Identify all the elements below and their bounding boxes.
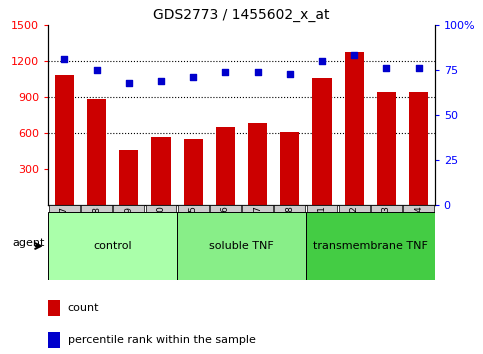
Text: percentile rank within the sample: percentile rank within the sample: [68, 335, 256, 345]
Bar: [280, 132, 299, 205]
Text: GSM101405: GSM101405: [189, 206, 198, 261]
Bar: [55, 75, 74, 205]
Bar: [377, 92, 396, 205]
Bar: [409, 92, 428, 205]
Point: [157, 78, 165, 84]
Bar: [344, 52, 364, 205]
Title: GDS2773 / 1455602_x_at: GDS2773 / 1455602_x_at: [153, 8, 330, 22]
Point: [254, 69, 261, 75]
Text: agent: agent: [12, 238, 44, 248]
Bar: [151, 137, 170, 205]
Text: soluble TNF: soluble TNF: [209, 241, 274, 251]
Text: count: count: [68, 303, 99, 313]
Text: GSM101399: GSM101399: [124, 206, 133, 261]
FancyBboxPatch shape: [114, 205, 144, 212]
Bar: [313, 78, 332, 205]
Point: [222, 69, 229, 75]
Bar: [48, 332, 60, 348]
Point: [350, 53, 358, 58]
Bar: [248, 124, 267, 205]
Bar: [87, 99, 106, 205]
Point: [318, 58, 326, 64]
FancyBboxPatch shape: [274, 205, 305, 212]
Text: transmembrane TNF: transmembrane TNF: [313, 241, 428, 251]
Text: GSM101404: GSM101404: [414, 206, 423, 260]
FancyBboxPatch shape: [306, 212, 435, 280]
Text: GSM101402: GSM101402: [350, 206, 359, 260]
Bar: [119, 150, 139, 205]
FancyBboxPatch shape: [210, 205, 241, 212]
Text: GSM101403: GSM101403: [382, 206, 391, 261]
FancyBboxPatch shape: [371, 205, 402, 212]
FancyBboxPatch shape: [307, 205, 338, 212]
Text: GSM101398: GSM101398: [92, 206, 101, 261]
FancyBboxPatch shape: [48, 212, 177, 280]
Point: [383, 65, 390, 71]
FancyBboxPatch shape: [178, 205, 209, 212]
Point: [125, 80, 133, 85]
FancyBboxPatch shape: [81, 205, 112, 212]
Point: [286, 71, 294, 76]
Text: GSM101401: GSM101401: [317, 206, 327, 261]
FancyBboxPatch shape: [177, 212, 306, 280]
Point: [60, 56, 68, 62]
FancyBboxPatch shape: [242, 205, 273, 212]
Bar: [184, 138, 203, 205]
Text: GSM101408: GSM101408: [285, 206, 294, 261]
Text: control: control: [93, 241, 132, 251]
Point: [415, 65, 423, 71]
Point: [93, 67, 100, 73]
Text: GSM101400: GSM101400: [156, 206, 166, 261]
FancyBboxPatch shape: [145, 205, 176, 212]
Text: GSM101407: GSM101407: [253, 206, 262, 261]
FancyBboxPatch shape: [339, 205, 369, 212]
Point: [189, 74, 197, 80]
FancyBboxPatch shape: [403, 205, 434, 212]
Bar: [48, 300, 60, 316]
FancyBboxPatch shape: [49, 205, 80, 212]
Text: GSM101406: GSM101406: [221, 206, 230, 261]
Bar: [216, 127, 235, 205]
Text: GSM101397: GSM101397: [60, 206, 69, 261]
